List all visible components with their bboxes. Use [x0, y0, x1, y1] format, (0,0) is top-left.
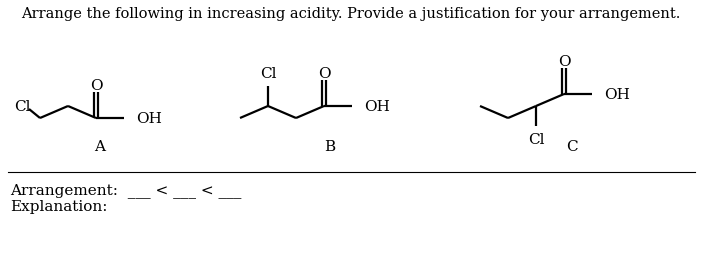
Text: Cl: Cl	[14, 100, 30, 114]
Text: O: O	[90, 79, 103, 93]
Text: Explanation:: Explanation:	[10, 199, 108, 213]
Text: O: O	[557, 55, 570, 69]
Text: Arrange the following in increasing acidity. Provide a justification for your ar: Arrange the following in increasing acid…	[21, 7, 681, 21]
Text: B: B	[325, 139, 335, 153]
Text: OH: OH	[136, 112, 162, 125]
Text: C: C	[566, 139, 578, 153]
Text: Cl: Cl	[528, 133, 544, 146]
Text: A: A	[94, 139, 105, 153]
Text: Arrangement:  ___ < ___ < ___: Arrangement: ___ < ___ < ___	[10, 182, 241, 197]
Text: Cl: Cl	[259, 67, 276, 81]
Text: OH: OH	[604, 88, 630, 102]
Text: O: O	[318, 67, 330, 81]
Text: OH: OH	[364, 100, 390, 114]
